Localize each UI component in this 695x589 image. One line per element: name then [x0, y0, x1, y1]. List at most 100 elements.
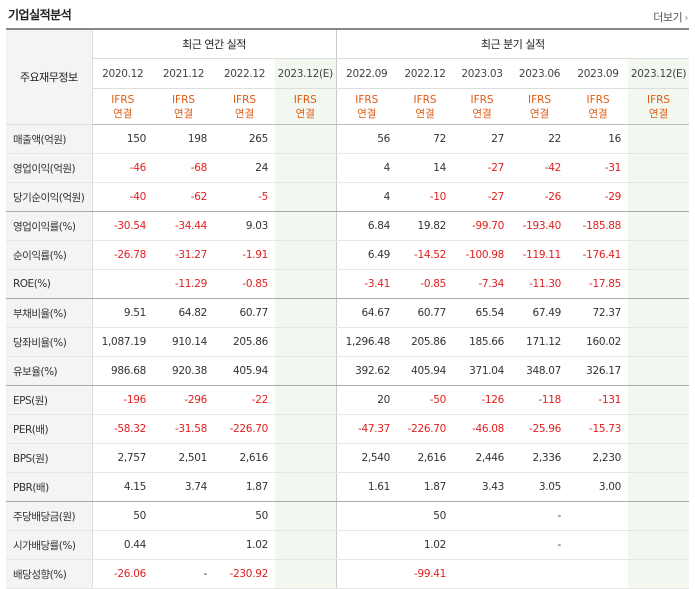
table-cell: [275, 124, 337, 154]
table-cell: 9.51: [92, 298, 153, 328]
table-cell: -29: [568, 182, 629, 212]
table-cell: [628, 153, 690, 183]
table-cell: 27: [453, 124, 512, 154]
table-cell: 56: [335, 124, 398, 154]
table-cell: 1,296.48: [335, 327, 398, 357]
table-cell: [275, 153, 337, 183]
section-header: 기업실적분석 더보기 ›: [0, 0, 695, 28]
table-cell: 0.44: [92, 530, 153, 560]
row-label: PER(배): [6, 414, 93, 444]
table-cell: -119.11: [511, 240, 569, 270]
table-cell: -34.44: [153, 211, 214, 241]
row-label: 당기순이익(억원): [6, 182, 93, 212]
table-cell: -31.27: [153, 240, 214, 270]
row-header-label: 주요재무정보: [6, 28, 93, 125]
ifrs-label: IFRS 연결: [92, 88, 153, 125]
table-cell: 60.77: [214, 298, 275, 328]
more-link[interactable]: 더보기 ›: [653, 9, 688, 25]
table-cell: 65.54: [453, 298, 512, 328]
ifrs-top: IFRS: [232, 93, 257, 106]
table-cell: 60.77: [397, 298, 454, 328]
chevron-right-icon: ›: [684, 11, 688, 24]
table-cell: [453, 559, 512, 589]
table-cell: [628, 559, 690, 589]
table-cell: 392.62: [335, 356, 398, 386]
table-cell: [275, 298, 337, 328]
table-cell: 405.94: [214, 356, 275, 386]
table-cell: -1.91: [214, 240, 275, 270]
table-cell: 185.66: [453, 327, 512, 357]
table-cell: 72: [397, 124, 454, 154]
table-cell: 19.82: [397, 211, 454, 241]
column-date: 2022.12: [214, 58, 275, 89]
ifrs-label: IFRS 연결: [568, 88, 629, 125]
table-cell: [568, 559, 629, 589]
table-cell: 910.14: [153, 327, 214, 357]
ifrs-bottom: 연결: [472, 107, 492, 120]
ifrs-bottom: 연결: [415, 107, 435, 120]
ifrs-label: IFRS 연결: [628, 88, 690, 125]
table-cell: [628, 414, 690, 444]
table-row: BPS(원) 2,757 2,501 2,616 2,540 2,616 2,446 2,33…: [6, 443, 690, 473]
table-cell: -15.73: [568, 414, 629, 444]
row-label: EPS(원): [6, 385, 93, 415]
ifrs-label: IFRS 연결: [214, 88, 275, 125]
table-cell: [628, 298, 690, 328]
row-label: 영업이익률(%): [6, 211, 93, 241]
ifrs-top: IFRS: [111, 93, 135, 106]
ifrs-bottom: 연결: [295, 107, 315, 120]
table-cell: -99.70: [453, 211, 512, 241]
row-label: ROE(%): [6, 269, 93, 299]
table-row: 매출액(억원) 150 198 265 56 72 27 22 16: [6, 124, 690, 154]
table-cell: [628, 240, 690, 270]
table-cell: [453, 530, 512, 560]
row-label: 유보율(%): [6, 356, 93, 386]
table-cell: 348.07: [511, 356, 569, 386]
table-cell: -193.40: [511, 211, 569, 241]
table-row: 시가배당률(%) 0.44 1.02 1.02 -: [6, 530, 690, 560]
row-label: 영업이익(억원): [6, 153, 93, 183]
table-cell: -50: [397, 385, 454, 415]
table-cell: 64.82: [153, 298, 214, 328]
table-cell: 2,336: [511, 443, 569, 473]
table-row: PER(배) -58.32 -31.58 -226.70 -47.37 -226.70 -4…: [6, 414, 690, 444]
table-cell: [275, 443, 337, 473]
ifrs-top: IFRS: [586, 93, 610, 106]
ifrs-bottom: 연결: [588, 107, 608, 120]
ifrs-bottom: 연결: [648, 107, 669, 120]
table-row: 주당배당금(원) 50 50 50-: [6, 501, 690, 531]
table-cell: -: [511, 530, 569, 560]
ifrs-top: IFRS: [355, 93, 379, 106]
table-cell: 920.38: [153, 356, 214, 386]
table-cell: 2,616: [397, 443, 454, 473]
table-cell: 14: [397, 153, 454, 183]
table-cell: -27: [453, 182, 512, 212]
table-cell: [275, 472, 337, 502]
table-cell: 2,501: [153, 443, 214, 473]
row-label: PBR(배): [6, 472, 93, 502]
table-row: 배당성향(%) -26.06- -230.92 -99.41: [6, 559, 690, 589]
table-cell: 9.03: [214, 211, 275, 241]
table-row: 유보율(%) 986.68 920.38 405.94 392.62 405.94 371.…: [6, 356, 690, 386]
table-cell: 986.68: [92, 356, 153, 386]
row-label: 배당성향(%): [6, 559, 93, 589]
table-cell: 150: [92, 124, 153, 154]
table-cell: [568, 501, 629, 531]
table-cell: [628, 385, 690, 415]
table-row: EPS(원) -196 -296 -22 20 -50 -126 -118 -131: [6, 385, 690, 415]
table-cell: -40: [92, 182, 153, 212]
row-label: 순이익률(%): [6, 240, 93, 270]
table-cell: [275, 327, 337, 357]
table-cell: [153, 501, 214, 531]
column-date: 2023.06: [511, 58, 569, 89]
table-cell: 1.61: [335, 472, 398, 502]
table-cell: -126: [453, 385, 512, 415]
table-cell: 405.94: [397, 356, 454, 386]
table-cell: 205.86: [214, 327, 275, 357]
table-cell: 2,540: [335, 443, 398, 473]
table-cell: -31.58: [153, 414, 214, 444]
table-cell: 50: [397, 501, 454, 531]
table-cell: [335, 559, 398, 589]
table-cell: 205.86: [397, 327, 454, 357]
table-row: ROE(%) -11.29 -0.85 -3.41 -0.85 -7.34 -11.30 -1…: [6, 269, 690, 299]
